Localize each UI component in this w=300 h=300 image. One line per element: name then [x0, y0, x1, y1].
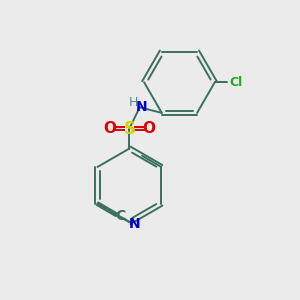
Text: C: C	[115, 209, 125, 223]
Text: O: O	[142, 121, 155, 136]
Text: N: N	[136, 100, 148, 114]
Text: H: H	[128, 95, 138, 109]
Text: Cl: Cl	[230, 76, 243, 89]
Text: O: O	[103, 121, 116, 136]
Text: N: N	[129, 217, 141, 231]
Text: S: S	[123, 119, 135, 137]
